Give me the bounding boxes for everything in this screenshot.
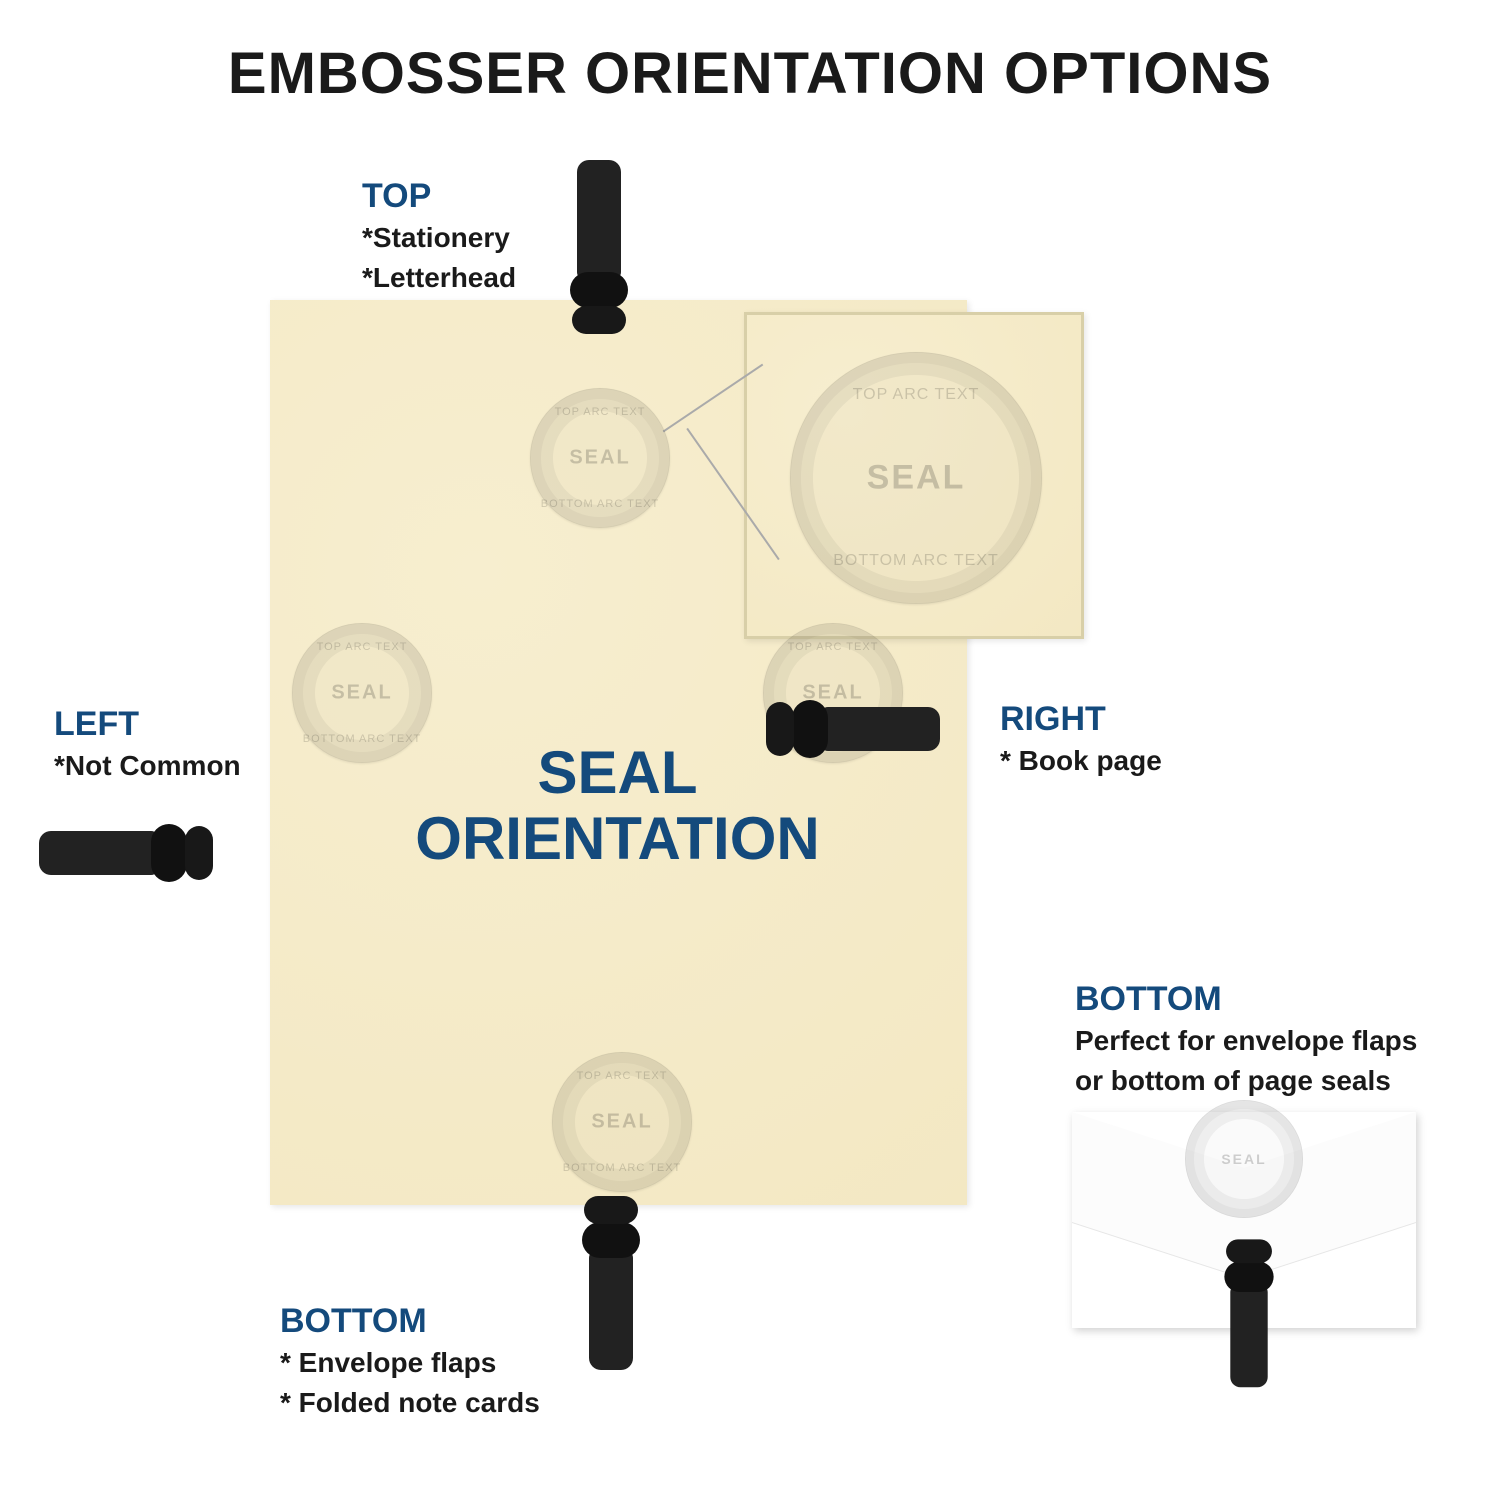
- seal-impression-detail: TOP ARC TEXT SEAL BOTTOM ARC TEXT: [790, 352, 1042, 604]
- seal-impression-bottom: TOP ARC TEXT SEAL BOTTOM ARC TEXT: [552, 1052, 692, 1192]
- label-sub: *Stationery: [362, 220, 516, 256]
- page-title: EMBOSSER ORIENTATION OPTIONS: [0, 40, 1500, 107]
- label-title: TOP: [362, 177, 516, 216]
- infographic-canvas: EMBOSSER ORIENTATION OPTIONS TOP ARC TEX…: [0, 0, 1500, 1500]
- label-right: RIGHT * Book page: [1000, 700, 1162, 779]
- seal-impression-envelope: SEAL: [1185, 1100, 1303, 1218]
- embosser-tool-envelope: [1223, 1243, 1276, 1388]
- label-bottom-envelope: BOTTOM Perfect for envelope flaps or bot…: [1075, 980, 1455, 1100]
- label-title: BOTTOM: [1075, 980, 1455, 1019]
- label-sub: * Book page: [1000, 743, 1162, 779]
- label-title: RIGHT: [1000, 700, 1162, 739]
- label-bottom: BOTTOM * Envelope flaps * Folded note ca…: [280, 1302, 540, 1422]
- label-sub: *Not Common: [54, 748, 241, 784]
- embosser-tool-right: [770, 698, 940, 760]
- label-title: LEFT: [54, 705, 241, 744]
- label-sub: * Folded note cards: [280, 1385, 540, 1421]
- label-top: TOP *Stationery *Letterhead: [362, 177, 516, 297]
- embosser-tool-left: [39, 822, 209, 884]
- embosser-tool-top: [568, 160, 630, 330]
- label-sub: * Envelope flaps: [280, 1345, 540, 1381]
- embosser-tool-bottom: [580, 1200, 642, 1370]
- label-left: LEFT *Not Common: [54, 705, 241, 784]
- label-sub: or bottom of page seals: [1075, 1063, 1455, 1099]
- label-sub: Perfect for envelope flaps: [1075, 1023, 1455, 1059]
- label-title: BOTTOM: [280, 1302, 540, 1341]
- label-sub: *Letterhead: [362, 260, 516, 296]
- seal-impression-top: TOP ARC TEXT SEAL BOTTOM ARC TEXT: [530, 388, 670, 528]
